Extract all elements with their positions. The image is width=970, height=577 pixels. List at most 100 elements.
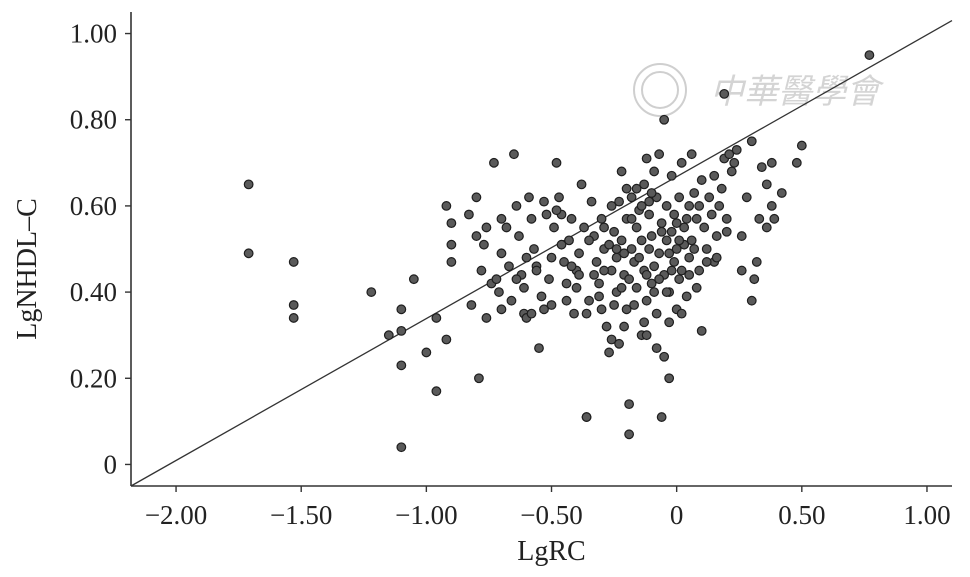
data-point — [611, 244, 622, 254]
data-point — [746, 295, 757, 306]
data-point — [681, 213, 692, 224]
data-point — [664, 373, 675, 384]
data-point — [616, 235, 627, 246]
data-point — [721, 226, 732, 237]
data-point — [641, 295, 652, 306]
data-point — [641, 330, 652, 341]
data-point — [701, 257, 712, 267]
data-point — [546, 300, 557, 310]
data-point — [736, 231, 747, 241]
data-point — [481, 222, 492, 233]
data-point — [676, 157, 687, 168]
data-point — [644, 196, 655, 207]
data-point — [621, 183, 632, 194]
data-point — [396, 304, 407, 315]
data-point — [696, 175, 707, 185]
data-point — [431, 386, 442, 397]
data-point — [699, 222, 710, 233]
data-point — [579, 222, 589, 233]
data-point — [466, 300, 477, 310]
data-point — [581, 308, 592, 319]
data-point — [431, 313, 442, 323]
data-point — [526, 308, 537, 319]
data-point — [729, 157, 740, 168]
data-point — [626, 244, 637, 254]
data-point — [661, 235, 672, 246]
data-point — [576, 179, 587, 190]
data-point — [674, 192, 685, 203]
data-point — [288, 257, 299, 267]
data-point — [504, 261, 514, 272]
data-point — [651, 308, 662, 319]
data-point — [646, 231, 657, 241]
data-point — [661, 201, 672, 211]
data-point — [534, 343, 544, 354]
data-point — [589, 269, 599, 280]
data-point — [524, 192, 534, 203]
data-point — [691, 282, 702, 293]
data-point — [594, 291, 604, 302]
data-point — [243, 179, 254, 190]
data-point — [609, 300, 619, 310]
data-point — [711, 252, 722, 263]
data-point — [541, 209, 552, 220]
data-point — [669, 209, 680, 220]
data-point — [724, 149, 735, 160]
data-point — [544, 274, 554, 285]
x-tick-label: 0.50 — [778, 500, 825, 530]
data-point — [561, 295, 572, 306]
data-point — [531, 265, 542, 276]
data-point — [631, 183, 642, 194]
data-point — [549, 222, 559, 233]
x-tick-label: −1.00 — [395, 500, 457, 530]
data-point — [686, 149, 697, 160]
y-tick-label: 0.80 — [70, 105, 117, 135]
data-point — [421, 347, 432, 358]
data-point — [706, 209, 717, 220]
data-point — [559, 257, 569, 267]
data-point — [408, 274, 419, 285]
data-point — [716, 183, 727, 194]
data-point — [626, 192, 637, 203]
data-point — [669, 257, 680, 267]
data-point — [479, 239, 489, 250]
data-point — [666, 170, 677, 181]
data-point — [676, 308, 687, 319]
data-point — [481, 313, 492, 323]
data-point — [681, 291, 692, 302]
data-point — [599, 222, 609, 233]
data-point — [694, 201, 705, 211]
data-point — [624, 399, 635, 410]
data-point — [661, 287, 672, 297]
data-point — [776, 188, 787, 198]
data-point — [666, 265, 677, 276]
data-point — [594, 278, 604, 289]
x-axis-title: LgRC — [517, 536, 585, 567]
data-point — [571, 282, 582, 293]
data-point — [626, 213, 637, 224]
data-point — [491, 274, 502, 285]
data-point — [649, 166, 660, 177]
data-point — [651, 343, 662, 354]
data-point — [684, 269, 695, 280]
data-point — [471, 231, 482, 241]
data-point — [674, 274, 685, 285]
data-point — [636, 235, 647, 246]
data-point — [511, 201, 522, 211]
data-points — [243, 50, 875, 453]
data-point — [614, 338, 624, 349]
data-point — [624, 429, 635, 440]
data-point — [674, 235, 685, 246]
data-point — [766, 157, 777, 168]
data-point — [616, 282, 627, 293]
fit-line-group — [130, 20, 953, 487]
data-point — [489, 157, 499, 168]
data-point — [596, 213, 607, 224]
x-tick-label: −1.50 — [270, 500, 332, 530]
data-point — [566, 213, 577, 224]
data-point — [641, 153, 652, 164]
data-point — [721, 213, 732, 224]
data-point — [696, 325, 707, 336]
data-point — [634, 252, 645, 263]
data-point — [366, 287, 377, 297]
